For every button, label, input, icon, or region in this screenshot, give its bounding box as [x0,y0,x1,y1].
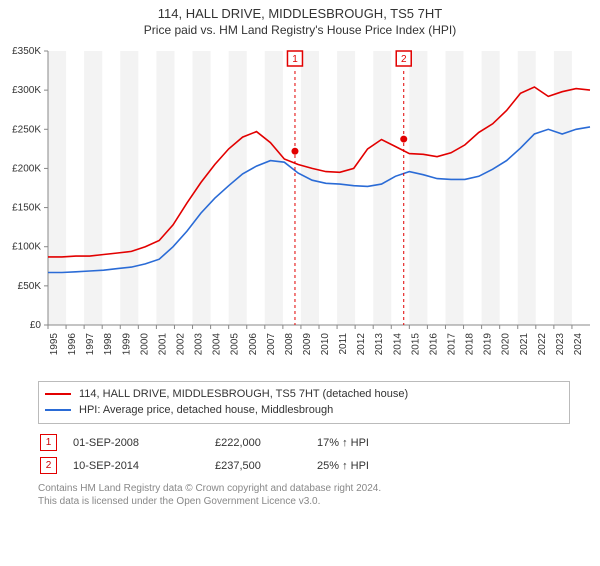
svg-text:2006: 2006 [248,333,259,356]
svg-text:2004: 2004 [212,333,223,356]
footnote-line2: This data is licensed under the Open Gov… [38,496,320,507]
svg-text:£200K: £200K [12,163,41,174]
svg-text:2012: 2012 [356,333,367,356]
footnote: Contains HM Land Registry data © Crown c… [38,482,570,508]
svg-text:1999: 1999 [121,333,132,356]
svg-text:2017: 2017 [447,333,458,356]
legend-label-price: 114, HALL DRIVE, MIDDLESBROUGH, TS5 7HT … [79,386,408,402]
svg-text:1998: 1998 [103,333,114,356]
sale-marker-icon: 2 [40,457,57,474]
footnote-line1: Contains HM Land Registry data © Crown c… [38,483,381,494]
legend-line-price [45,393,71,395]
svg-text:2000: 2000 [139,333,150,356]
svg-text:2005: 2005 [230,333,241,356]
chart-title: 114, HALL DRIVE, MIDDLESBROUGH, TS5 7HT [0,6,600,21]
sale-marker-icon: 1 [40,434,57,451]
svg-text:1: 1 [292,54,298,65]
svg-text:2001: 2001 [157,333,168,356]
svg-text:2021: 2021 [519,333,530,356]
svg-text:£0: £0 [30,320,42,331]
legend-label-hpi: HPI: Average price, detached house, Midd… [79,402,333,418]
svg-text:£250K: £250K [12,124,41,135]
svg-text:2023: 2023 [555,333,566,356]
svg-text:£150K: £150K [12,203,41,214]
legend-row-price: 114, HALL DRIVE, MIDDLESBROUGH, TS5 7HT … [45,386,563,402]
svg-text:2013: 2013 [374,333,385,356]
svg-text:2003: 2003 [194,333,205,356]
sale-pct: 25% ↑ HPI [317,455,417,476]
legend-row-hpi: HPI: Average price, detached house, Midd… [45,402,563,418]
svg-text:2014: 2014 [392,333,403,356]
price-chart: £0 £50K £100K £150K £200K £250K £300K £350K 1995… [0,45,600,375]
svg-text:2007: 2007 [266,333,277,356]
sales-table: 1 01-SEP-2008£222,00017% ↑ HPI 2 10-SEP-201… [38,430,419,478]
svg-text:1997: 1997 [85,333,96,356]
sale-row: 1 01-SEP-2008£222,00017% ↑ HPI [40,432,417,453]
svg-text:£100K: £100K [12,242,41,253]
sale-date: 10-SEP-2014 [73,455,213,476]
svg-text:2002: 2002 [176,333,187,356]
sale-price: £222,000 [215,432,315,453]
svg-text:2016: 2016 [428,333,439,356]
svg-text:2020: 2020 [501,333,512,356]
sale-price: £237,500 [215,455,315,476]
sale-row: 2 10-SEP-2014£237,50025% ↑ HPI [40,455,417,476]
svg-text:2015: 2015 [410,333,421,356]
svg-text:2024: 2024 [573,333,584,356]
legend: 114, HALL DRIVE, MIDDLESBROUGH, TS5 7HT … [38,381,570,424]
svg-text:1995: 1995 [49,333,60,356]
svg-text:2010: 2010 [320,333,331,356]
chart-subtitle: Price paid vs. HM Land Registry's House … [0,23,600,37]
svg-text:2019: 2019 [483,333,494,356]
svg-text:1996: 1996 [67,333,78,356]
svg-text:£50K: £50K [18,281,42,292]
sale-pct: 17% ↑ HPI [317,432,417,453]
legend-line-hpi [45,409,71,411]
svg-text:2011: 2011 [338,333,349,355]
svg-text:£300K: £300K [12,85,41,96]
svg-text:2018: 2018 [465,333,476,356]
svg-text:£350K: £350K [12,46,41,57]
sale-date: 01-SEP-2008 [73,432,213,453]
svg-text:2009: 2009 [302,333,313,356]
svg-text:2022: 2022 [537,333,548,356]
svg-text:2008: 2008 [284,333,295,356]
svg-text:2: 2 [401,54,407,65]
